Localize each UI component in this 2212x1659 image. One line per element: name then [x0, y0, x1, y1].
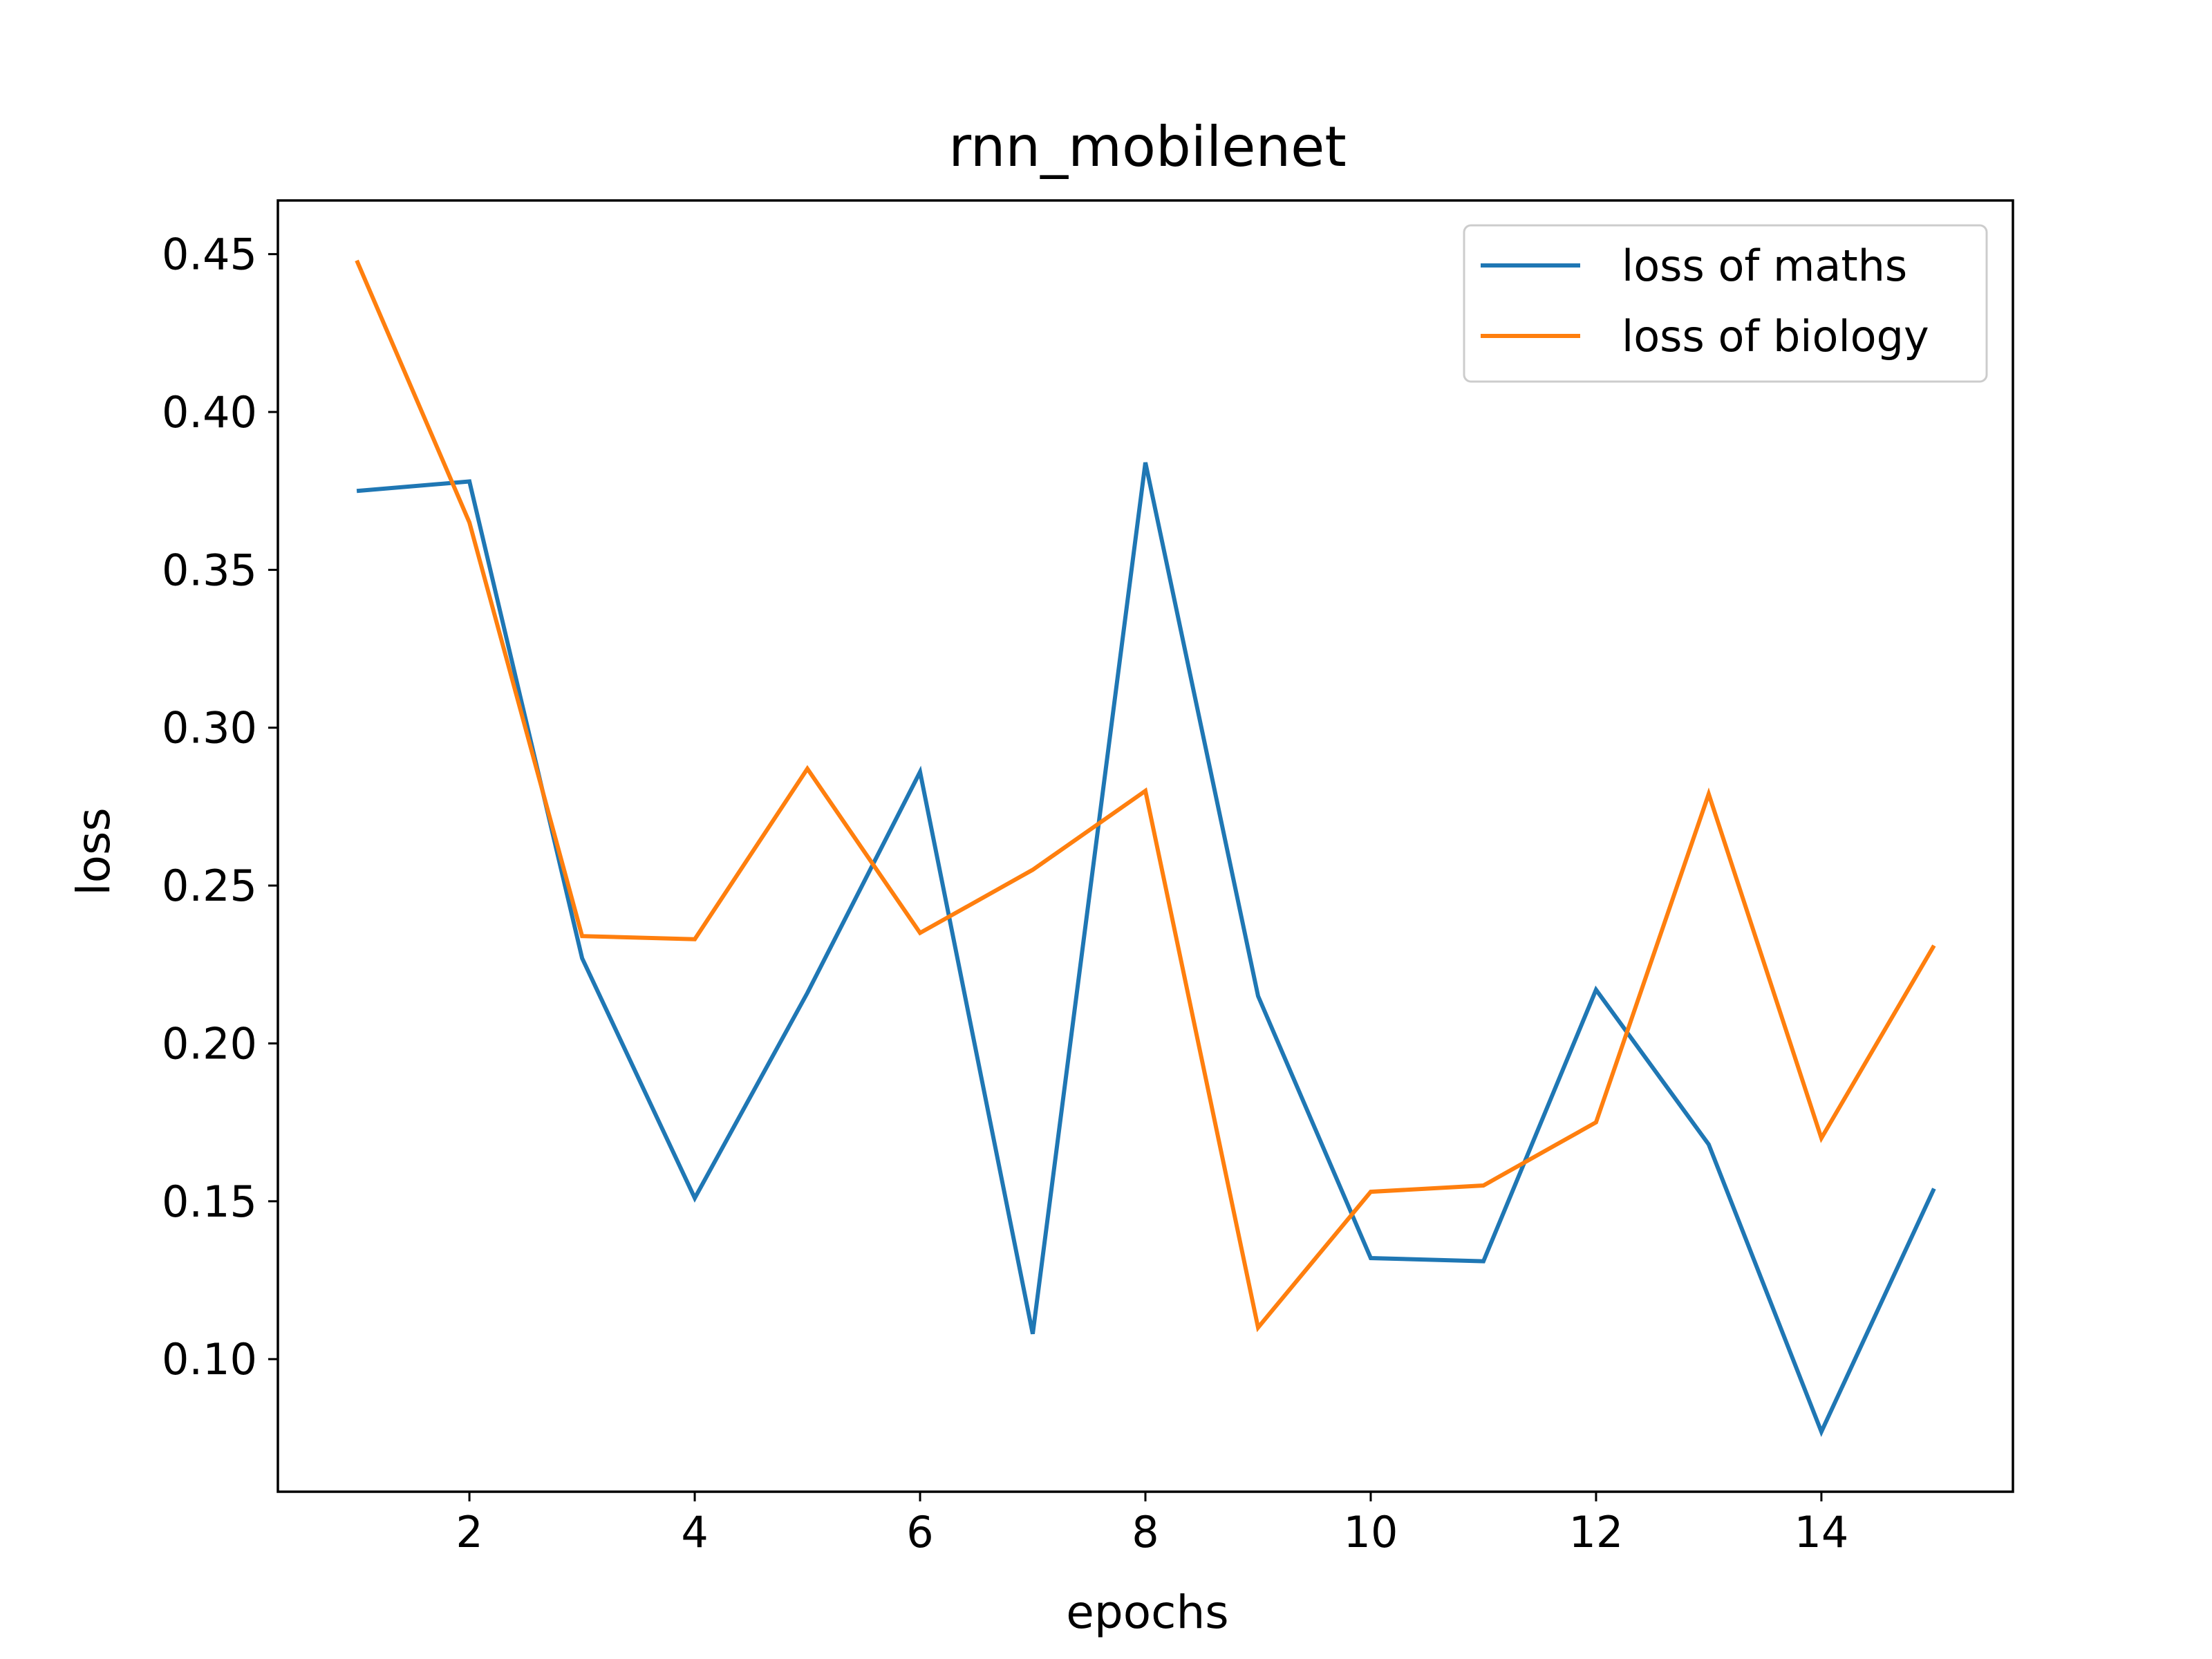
y-tick-label: 0.25: [162, 861, 257, 911]
legend-box: [1463, 224, 1988, 383]
legend: loss of maths loss of biology: [1463, 224, 1988, 383]
x-tick-label: 2: [456, 1507, 482, 1557]
legend-label-1: loss of biology: [1622, 311, 1929, 362]
x-tick-label: 14: [1794, 1507, 1848, 1557]
y-tick-label: 0.10: [162, 1334, 257, 1385]
y-tick-label: 0.30: [162, 703, 257, 753]
y-tick-label: 0.40: [162, 387, 257, 438]
plot-area: [355, 259, 1936, 1437]
series-line-1: [355, 259, 1936, 1333]
x-tick-label: 6: [906, 1507, 933, 1557]
axes: 2 4 6 8 10 12 14 0.10 0.15 0.20 0.25 0.30 0.35 0.40 0.…: [162, 199, 2014, 1557]
x-tick-label: 12: [1568, 1507, 1623, 1557]
y-axis-label: loss: [67, 807, 120, 896]
x-tick-label: 4: [681, 1507, 708, 1557]
chart-title: rnn_mobilenet: [948, 115, 1347, 179]
y-tick-label: 0.45: [162, 229, 257, 280]
series-line-0: [356, 462, 1936, 1437]
legend-label-0: loss of maths: [1622, 241, 1907, 291]
y-tick-label: 0.20: [162, 1018, 257, 1069]
x-tick-label: 10: [1344, 1507, 1398, 1557]
y-tick-label: 0.15: [162, 1177, 257, 1227]
x-tick-label: 8: [1132, 1507, 1159, 1557]
x-axis-label: epochs: [1066, 1586, 1228, 1639]
y-tick-label: 0.35: [162, 545, 257, 595]
